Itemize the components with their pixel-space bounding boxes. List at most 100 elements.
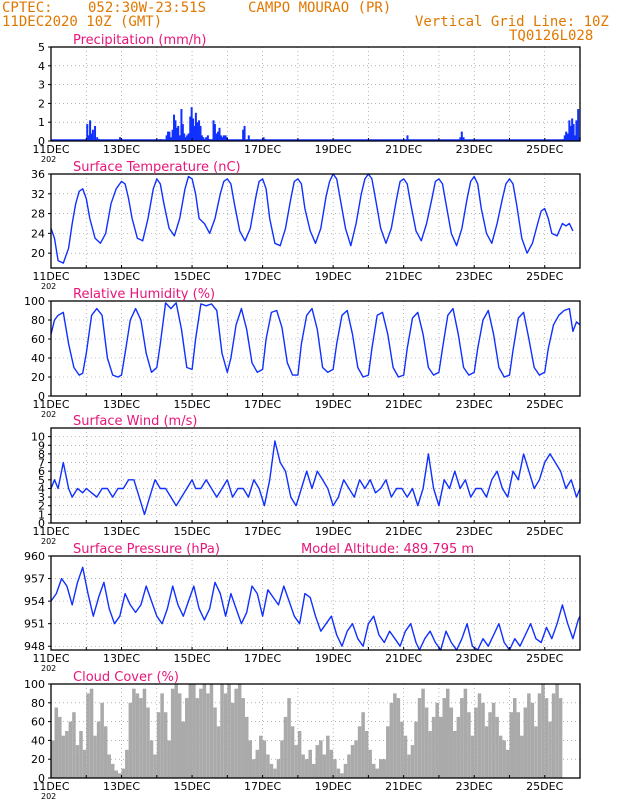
cloud-bar xyxy=(110,763,115,778)
cloud-bar xyxy=(322,754,327,778)
precip-xtick-label: 25DEC xyxy=(526,143,563,156)
cloud-bar xyxy=(421,688,425,778)
cloud-bar xyxy=(361,712,365,778)
precip-bar xyxy=(178,135,181,141)
pressure-ytick-label: 960 xyxy=(24,550,45,563)
temp-year-label: 202 xyxy=(41,282,56,291)
precip-bar xyxy=(171,129,174,141)
precip-ytick-label: 0 xyxy=(38,135,45,148)
cloud-bar xyxy=(544,698,549,778)
precip-bar xyxy=(94,125,97,141)
cloud-bar xyxy=(537,693,542,778)
precip-bar xyxy=(568,120,571,141)
precip-ytick-label: 5 xyxy=(38,41,45,54)
cloud-bar xyxy=(107,754,111,778)
cloud-bar xyxy=(202,684,207,778)
rh-series-line xyxy=(50,302,581,378)
temp-xtick-label: 15DEC xyxy=(174,270,211,283)
precip-title: Precipitation (mm/h) xyxy=(73,33,206,48)
precip-bar xyxy=(406,135,409,141)
cloud-ytick-label: 100 xyxy=(24,678,45,691)
pressure-xtick-label: 13DEC xyxy=(103,652,140,665)
temp-xtick-label: 19DEC xyxy=(315,270,352,283)
cloud-bar xyxy=(396,698,401,778)
cloud-bar xyxy=(96,721,101,778)
temp-xtick-label: 17DEC xyxy=(244,270,281,283)
cloud-bar xyxy=(132,688,136,778)
precip-bar xyxy=(189,116,192,141)
temp-title: Surface Temperature (nC) xyxy=(73,160,241,175)
cloud-bar xyxy=(185,698,189,778)
cloud-bar xyxy=(555,684,559,778)
header-station: CAMPO MOURAO (PR) xyxy=(248,0,392,16)
cloud-bar xyxy=(294,745,298,778)
precip-bar xyxy=(199,125,202,141)
cloud-bar xyxy=(72,712,76,778)
cloud-bar xyxy=(491,702,496,778)
temp-series-line xyxy=(50,173,574,264)
precip-ytick-label: 1 xyxy=(38,116,45,129)
cloud-bar xyxy=(445,688,450,778)
precip-bar xyxy=(180,109,183,141)
precip-year-label: 202 xyxy=(41,155,56,164)
cloud-bar xyxy=(382,759,387,778)
cloud-bar xyxy=(167,740,171,778)
cloud-bar xyxy=(297,731,302,778)
precip-bar xyxy=(196,122,199,141)
cloud-bar xyxy=(188,684,193,778)
pressure-xtick-label: 15DEC xyxy=(174,652,211,665)
precip-bar xyxy=(192,118,195,141)
precip-bar xyxy=(243,125,246,141)
precip-bar xyxy=(96,137,99,141)
precip-bar xyxy=(215,133,218,141)
cloud-bar xyxy=(135,693,140,778)
temp-ytick-label: 28 xyxy=(31,208,45,221)
precip-bar xyxy=(87,135,90,141)
cloud-bar xyxy=(192,684,196,778)
temp-xtick-label: 23DEC xyxy=(456,270,493,283)
precip-bar xyxy=(167,131,170,141)
cloud-bar xyxy=(520,735,524,778)
cloud-bar xyxy=(470,735,475,778)
cloud-bar xyxy=(61,735,66,778)
precip-bar xyxy=(205,137,208,141)
precip-bar xyxy=(183,133,186,141)
cloud-bar xyxy=(336,768,341,778)
cloud-bar xyxy=(414,721,418,778)
cloud-bar xyxy=(156,712,161,778)
wind-ytick-label: 7 xyxy=(38,457,45,470)
cloud-bar xyxy=(280,740,284,778)
precip-ytick-label: 3 xyxy=(38,79,45,92)
wind-title: Surface Wind (m/s) xyxy=(73,414,197,429)
precip-xtick-label: 23DEC xyxy=(456,143,493,156)
rh-xtick-label: 11DEC xyxy=(32,398,69,411)
cloud-bar xyxy=(350,745,355,778)
precip-bar xyxy=(119,137,122,141)
precip-xtick-label: 13DEC xyxy=(103,143,140,156)
cloud-bar xyxy=(541,684,545,778)
precip-xtick-label: 11DEC xyxy=(32,143,69,156)
cloud-ytick-label: 40 xyxy=(31,734,45,747)
cloud-bar xyxy=(449,707,454,778)
wind-ytick-label: 5 xyxy=(38,474,45,487)
precip-frame xyxy=(50,46,581,142)
cloud-bar xyxy=(170,688,175,778)
wind-ytick-label: 1 xyxy=(38,508,45,521)
cloud-bar xyxy=(220,684,224,778)
wind-ytick-label: 2 xyxy=(38,500,45,513)
wind-xtick-label: 23DEC xyxy=(456,525,493,538)
precip-bar xyxy=(186,135,189,141)
rh-ytick-label: 100 xyxy=(24,295,45,308)
precip-bar xyxy=(572,124,575,141)
cloud-year-label: 202 xyxy=(41,792,56,800)
wind-ytick-label: 6 xyxy=(38,465,45,478)
cloud-bar xyxy=(54,707,59,778)
cloud-bar xyxy=(488,712,492,778)
wind-ytick-label: 4 xyxy=(38,482,45,495)
precip-bar xyxy=(173,114,176,141)
cloud-xtick-label: 11DEC xyxy=(32,780,69,793)
precip-bar xyxy=(460,131,463,141)
precip-bar xyxy=(213,124,216,141)
precip-bar xyxy=(194,112,197,141)
precip-bar xyxy=(206,135,209,141)
